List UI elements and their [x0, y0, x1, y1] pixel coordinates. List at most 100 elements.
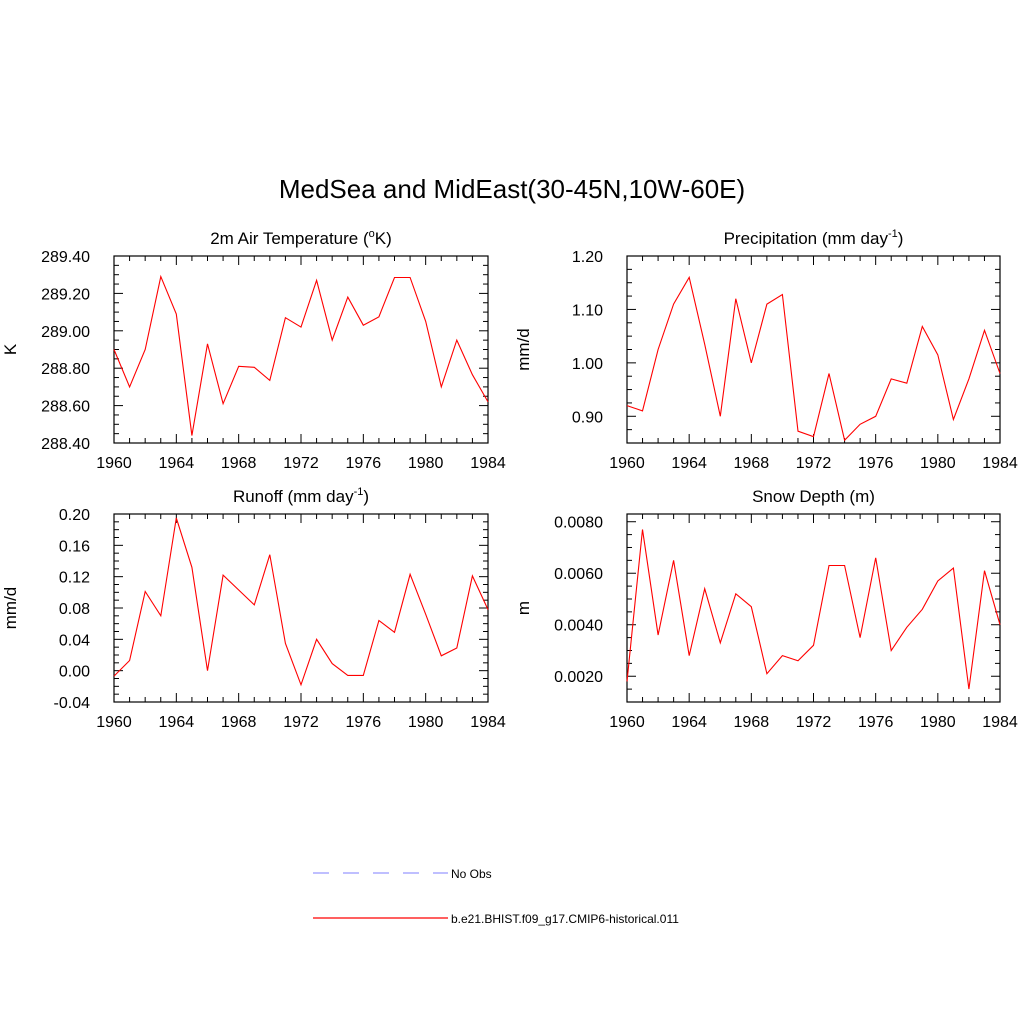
x-tick-label: 1980 [920, 455, 956, 472]
x-tick-label: 1960 [609, 455, 645, 472]
x-tick-label: 1984 [470, 455, 506, 472]
data-point [315, 279, 318, 282]
data-point [828, 564, 831, 567]
series-line [626, 529, 1001, 690]
data-point [393, 631, 396, 634]
figure-title: MedSea and MidEast(30-45N,10W-60E) [278, 174, 746, 204]
y-axis-label: K [1, 343, 20, 355]
data-point [734, 592, 737, 595]
data-point [874, 556, 877, 559]
panel-title-end: ) [363, 487, 369, 506]
data-point [284, 642, 287, 645]
data-point [440, 654, 443, 657]
data-point [175, 312, 178, 315]
data-point [874, 415, 877, 418]
data-point [206, 669, 209, 672]
data-point [657, 348, 660, 351]
data-point [750, 361, 753, 364]
x-tick-label: 1972 [796, 714, 832, 731]
data-point [952, 418, 955, 421]
panel-title: Runoff (mm day-1) [233, 486, 369, 506]
data-point [626, 680, 629, 683]
data-point [750, 605, 753, 608]
y-tick-label: 0.0040 [554, 618, 603, 635]
data-point [781, 654, 784, 657]
data-point [796, 430, 799, 433]
data-point [253, 603, 256, 606]
data-point [331, 662, 334, 665]
data-point [672, 303, 675, 306]
data-point [967, 688, 970, 691]
panel-title: 2m Air Temperature (oK) [210, 228, 392, 248]
data-point [253, 366, 256, 369]
panel-title-sup: o [369, 228, 375, 240]
data-point [144, 590, 147, 593]
data-point [703, 343, 706, 346]
data-point [905, 382, 908, 385]
data-point [641, 409, 644, 412]
data-point [983, 329, 986, 332]
panel-title-sup: -1 [354, 486, 364, 498]
y-tick-label: 289.00 [41, 324, 90, 341]
data-point [952, 567, 955, 570]
x-tick-label: 1964 [159, 714, 195, 731]
data-point [859, 423, 862, 426]
data-point [672, 559, 675, 562]
data-point [719, 641, 722, 644]
data-point [424, 613, 427, 616]
chart-panel-4: 1960 1964 1968 1972 1976 1980 1984 0.0020 0.0040… [514, 487, 1018, 731]
y-tick-label: 0.90 [572, 409, 603, 426]
data-point [487, 608, 490, 611]
legend-label-2: b.e21.BHIST.f09_g17.CMIP6-historical.011 [451, 912, 679, 926]
x-tick-label: 1984 [982, 714, 1018, 731]
data-point [206, 342, 209, 345]
data-point [300, 683, 303, 686]
data-point [703, 587, 706, 590]
x-tick-label: 1960 [96, 455, 132, 472]
data-point [983, 569, 986, 572]
x-tick-label: 1976 [858, 455, 894, 472]
data-point [688, 276, 691, 279]
data-point [657, 634, 660, 637]
data-point [921, 608, 924, 611]
data-point [175, 516, 178, 519]
data-point [331, 339, 334, 342]
data-point [113, 675, 116, 678]
data-point [999, 372, 1002, 375]
x-tick-label: 1960 [609, 714, 645, 731]
x-tick-label: 1972 [283, 714, 319, 731]
data-point [128, 659, 131, 662]
series-line [626, 275, 1001, 442]
data-point [190, 434, 193, 437]
y-tick-label: 0.04 [59, 632, 90, 649]
x-tick-label: 1964 [671, 455, 707, 472]
data-point [890, 377, 893, 380]
data-point [237, 588, 240, 591]
y-tick-label: 289.40 [41, 249, 90, 266]
data-point [455, 339, 458, 342]
data-point [999, 623, 1002, 626]
data-point [796, 659, 799, 662]
y-tick-label: 0.16 [59, 538, 90, 555]
data-point [222, 574, 225, 577]
x-tick-label: 1964 [671, 714, 707, 731]
data-point [300, 326, 303, 329]
x-tick-label: 1968 [221, 714, 257, 731]
data-point [936, 353, 939, 356]
y-tick-label: 0.08 [59, 601, 90, 618]
data-point [781, 293, 784, 296]
data-point [315, 638, 318, 641]
data-point [159, 275, 162, 278]
y-tick-label: 288.60 [41, 399, 90, 416]
y-tick-label: 0.0020 [554, 669, 603, 686]
y-tick-label: 0.20 [59, 507, 90, 524]
data-point [890, 649, 893, 652]
data-point [765, 303, 768, 306]
data-point [346, 674, 349, 677]
x-tick-label: 1964 [159, 455, 195, 472]
series-line [113, 517, 489, 687]
plot-frame [626, 513, 1001, 703]
panel-title: Snow Depth (m) [752, 487, 875, 506]
data-point [268, 553, 271, 556]
